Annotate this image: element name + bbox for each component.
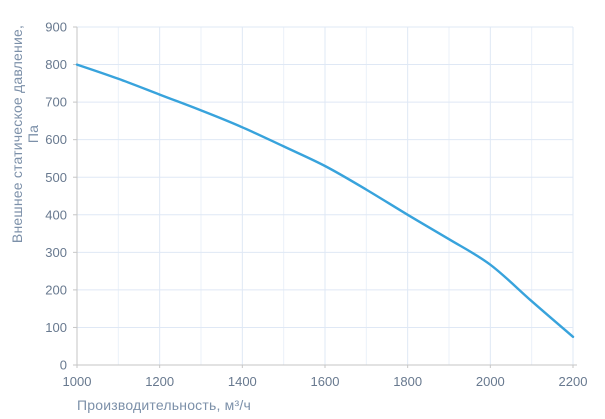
x-tick-label: 1200 [145, 374, 174, 389]
y-tick-label: 100 [45, 320, 67, 335]
x-tick-label: 1400 [228, 374, 257, 389]
series-line-fan-curve [75, 63, 575, 338]
x-tick-label: 2000 [476, 374, 505, 389]
y-tick-label: 500 [45, 170, 67, 185]
y-tick-label: 700 [45, 95, 67, 110]
x-tick-label: 2200 [559, 374, 588, 389]
y-tick-label: 600 [45, 132, 67, 147]
y-tick-label: 300 [45, 245, 67, 260]
y-tick-label: 800 [45, 57, 67, 72]
x-tick-label: 1000 [63, 374, 92, 389]
y-axis-title: Внешнее статическое давление, Па [9, 24, 41, 244]
x-axis-title: Производительность, м³/ч [77, 397, 251, 413]
x-tick-label: 1800 [393, 374, 422, 389]
y-tick-label: 400 [45, 207, 67, 222]
y-tick-label: 200 [45, 282, 67, 297]
y-tick-label: 0 [60, 358, 67, 373]
x-tick-label: 1600 [311, 374, 340, 389]
y-tick-label: 900 [45, 20, 67, 35]
